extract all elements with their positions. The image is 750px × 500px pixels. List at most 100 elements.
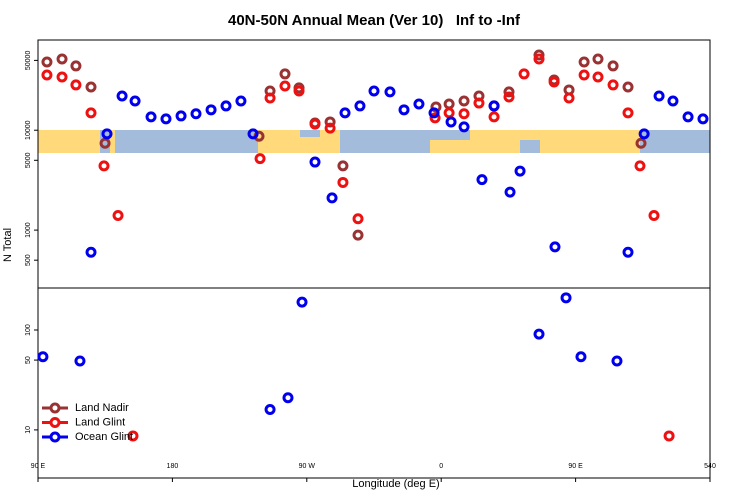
- point: [667, 95, 679, 107]
- point: [622, 81, 634, 93]
- legend-label: Ocean Glint: [75, 431, 133, 443]
- y-tick-label: 500: [25, 254, 32, 266]
- point: [443, 107, 455, 119]
- x-tick-label: 90 E: [31, 463, 46, 470]
- point: [429, 112, 441, 124]
- y-tick-label: 1000: [25, 222, 32, 238]
- point: [127, 430, 139, 442]
- legend-label: Land Nadir: [75, 402, 129, 414]
- point: [282, 392, 294, 404]
- point: [70, 79, 82, 91]
- x-tick-label: 90 E: [568, 463, 583, 470]
- point: [473, 97, 485, 109]
- x-axis-label: Longitude (deg E): [352, 478, 439, 490]
- point: [160, 113, 172, 125]
- point: [41, 56, 53, 68]
- y-tick-label: 5000: [25, 152, 32, 168]
- point: [503, 86, 515, 98]
- point: [309, 118, 321, 130]
- point: [326, 192, 338, 204]
- legend-marker: [49, 431, 61, 443]
- point: [575, 351, 587, 363]
- point: [592, 53, 604, 65]
- point: [635, 137, 647, 149]
- y-tick-label: 10000: [25, 120, 32, 140]
- point: [354, 100, 366, 112]
- point: [220, 100, 232, 112]
- point: [116, 90, 128, 102]
- y-tick-label: 50: [25, 356, 32, 364]
- point: [518, 68, 530, 80]
- point: [99, 137, 111, 149]
- point: [205, 104, 217, 116]
- x-tick-label: 540: [704, 463, 716, 470]
- point: [476, 174, 488, 186]
- point: [697, 113, 709, 125]
- point: [264, 92, 276, 104]
- y-axis-label: N Total: [2, 228, 14, 262]
- y-tick-label: 10: [25, 426, 32, 434]
- point: [74, 355, 86, 367]
- point: [682, 111, 694, 123]
- point: [56, 53, 68, 65]
- point: [458, 121, 470, 133]
- point: [503, 91, 515, 103]
- y-tick-label: 50000: [25, 51, 32, 71]
- x-tick-label: 90 W: [299, 463, 316, 470]
- point: [663, 430, 675, 442]
- point: [279, 80, 291, 92]
- point: [533, 49, 545, 61]
- point: [458, 108, 470, 120]
- series: [41, 49, 647, 241]
- point: [488, 111, 500, 123]
- x-tick-label: 0: [439, 463, 443, 470]
- series: [41, 53, 675, 442]
- point: [85, 81, 97, 93]
- point: [445, 116, 457, 128]
- point: [37, 351, 49, 363]
- series: [37, 85, 709, 416]
- point: [398, 104, 410, 116]
- point: [324, 122, 336, 134]
- legend-marker: [49, 402, 61, 414]
- point: [611, 355, 623, 367]
- point: [622, 107, 634, 119]
- point: [622, 246, 634, 258]
- point: [279, 68, 291, 80]
- point: [578, 56, 590, 68]
- point: [504, 186, 516, 198]
- point: [514, 165, 526, 177]
- y-tick-label: 100: [25, 324, 32, 336]
- point: [254, 153, 266, 165]
- legend-marker: [49, 417, 61, 428]
- point: [129, 95, 141, 107]
- point: [368, 85, 380, 97]
- point: [607, 79, 619, 91]
- point: [296, 296, 308, 308]
- point: [384, 86, 396, 98]
- point: [145, 111, 157, 123]
- point: [560, 292, 572, 304]
- point: [264, 404, 276, 416]
- point: [309, 156, 321, 168]
- point: [607, 60, 619, 72]
- legend-label: Land Glint: [75, 416, 125, 428]
- point: [533, 53, 545, 65]
- point: [56, 71, 68, 83]
- point: [634, 160, 646, 172]
- point: [488, 100, 500, 112]
- point: [98, 160, 110, 172]
- point: [648, 210, 660, 222]
- point: [592, 71, 604, 83]
- point: [337, 160, 349, 172]
- chart-title: 40N-50N Annual Mean (Ver 10) Inf to -Inf: [228, 12, 521, 29]
- point: [548, 76, 560, 88]
- point: [563, 92, 575, 104]
- point: [443, 98, 455, 110]
- point: [653, 90, 665, 102]
- point: [112, 210, 124, 222]
- point: [352, 229, 364, 241]
- point: [235, 95, 247, 107]
- map-strip: [38, 130, 710, 153]
- plot-frame: [37, 39, 711, 479]
